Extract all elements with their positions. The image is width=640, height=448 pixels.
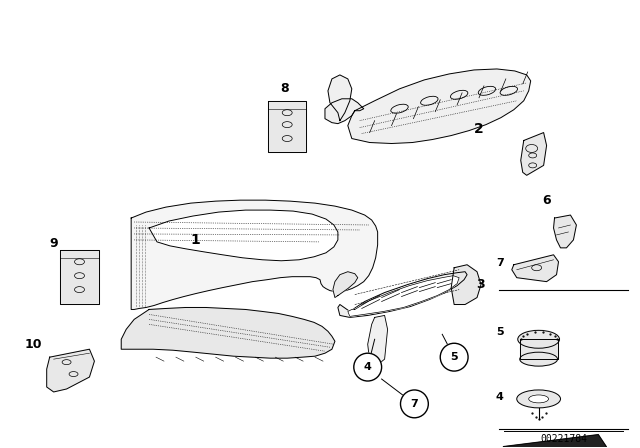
Polygon shape xyxy=(348,69,531,143)
Ellipse shape xyxy=(529,395,548,403)
Text: 10: 10 xyxy=(25,338,42,351)
Text: 1: 1 xyxy=(191,233,201,247)
Polygon shape xyxy=(368,315,388,367)
Polygon shape xyxy=(47,349,95,392)
Polygon shape xyxy=(554,215,577,248)
Polygon shape xyxy=(512,255,559,282)
Polygon shape xyxy=(348,276,459,316)
Text: 4: 4 xyxy=(496,392,504,402)
Text: 5: 5 xyxy=(451,352,458,362)
Polygon shape xyxy=(521,133,547,175)
Ellipse shape xyxy=(518,330,559,348)
Polygon shape xyxy=(268,101,306,152)
Text: 7: 7 xyxy=(496,258,504,268)
Text: 8: 8 xyxy=(280,82,289,95)
Text: 5: 5 xyxy=(496,327,504,337)
Polygon shape xyxy=(328,75,352,121)
Ellipse shape xyxy=(520,352,557,366)
Polygon shape xyxy=(451,265,481,305)
Polygon shape xyxy=(149,210,338,261)
Polygon shape xyxy=(325,99,364,124)
Polygon shape xyxy=(520,339,557,359)
Circle shape xyxy=(440,343,468,371)
Text: 2: 2 xyxy=(474,121,484,136)
Text: 7: 7 xyxy=(410,399,419,409)
Text: 6: 6 xyxy=(542,194,551,207)
Polygon shape xyxy=(338,271,467,318)
Text: 3: 3 xyxy=(477,278,485,291)
Circle shape xyxy=(354,353,381,381)
Polygon shape xyxy=(121,307,335,358)
Polygon shape xyxy=(333,271,358,297)
Polygon shape xyxy=(131,200,378,310)
Text: 9: 9 xyxy=(49,237,58,250)
Circle shape xyxy=(401,390,428,418)
Ellipse shape xyxy=(516,390,561,408)
Polygon shape xyxy=(60,250,99,305)
Text: 4: 4 xyxy=(364,362,372,372)
Text: 00221784: 00221784 xyxy=(540,434,587,444)
Polygon shape xyxy=(497,435,606,448)
